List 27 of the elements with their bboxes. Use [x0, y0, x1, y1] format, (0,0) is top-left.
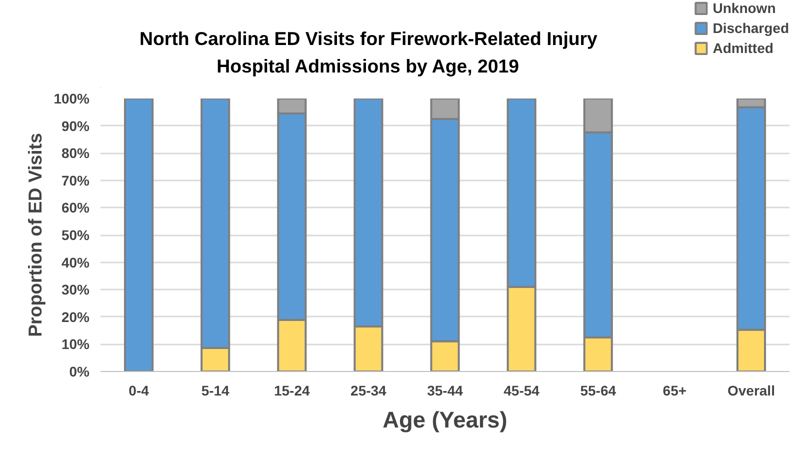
bar — [124, 98, 154, 372]
x-tick-label: 65+ — [662, 382, 687, 398]
y-tick-label: 20% — [61, 308, 90, 325]
y-tick-label: 10% — [61, 336, 90, 352]
y-tick-label: 70% — [61, 172, 90, 188]
x-tick-label: 55-64 — [580, 382, 616, 398]
x-tick-label: 35-44 — [427, 382, 464, 398]
y-tick-label: 60% — [61, 200, 90, 216]
legend-label: Unknown — [712, 0, 776, 16]
x-axis-title: Age (Years) — [382, 406, 508, 432]
chart-title: North Carolina ED Visits for Firework-Related Injury Hospital Admissions by Age, 2019 — [140, 28, 598, 76]
x-tick-label: 0-4 — [128, 382, 150, 398]
legend-label: Discharged — [712, 20, 789, 36]
x-tick-label: 25-34 — [350, 382, 387, 398]
x-tick-label: 45-54 — [504, 382, 540, 398]
x-tick-label: 5-14 — [201, 382, 230, 398]
y-tick-label: 30% — [61, 282, 90, 298]
y-axis-title: Proportion of ED Visits — [24, 133, 46, 337]
y-tick-label: 80% — [61, 145, 90, 162]
x-tick-label: Overall — [727, 382, 775, 398]
y-tick-label: 40% — [61, 254, 90, 270]
y-tick-label: 100% — [54, 90, 90, 106]
y-tick-label: 90% — [61, 118, 90, 134]
x-tick-label: 15-24 — [274, 382, 310, 398]
y-tick-label: 50% — [61, 227, 90, 243]
legend-label: Admitted — [712, 40, 774, 56]
y-tick-label: 0% — [69, 364, 90, 380]
